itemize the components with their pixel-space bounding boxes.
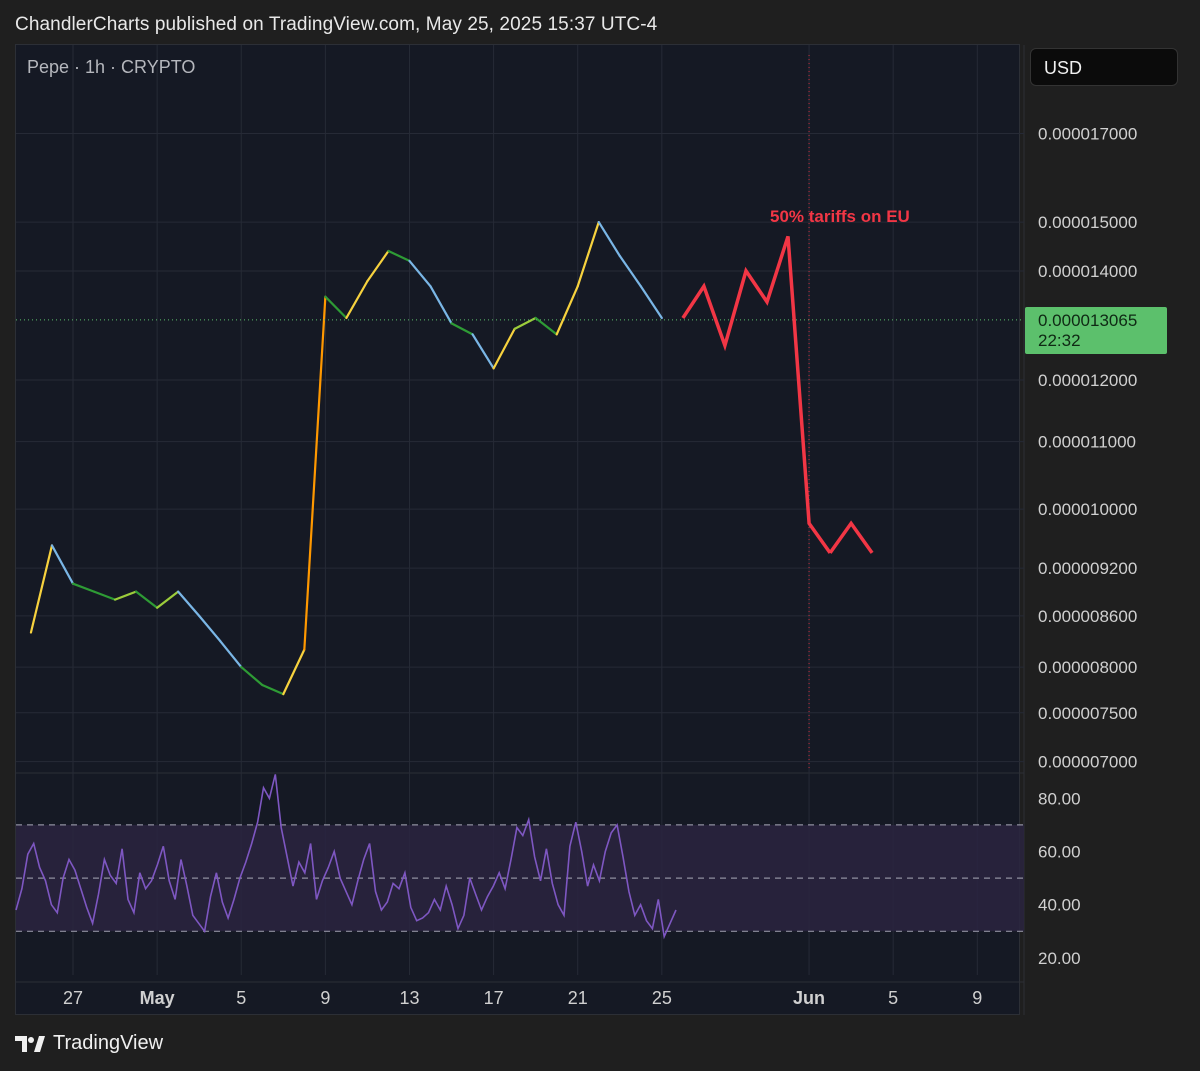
price-tick-label: 0.000008000 — [1038, 658, 1137, 677]
price-segment — [429, 285, 453, 325]
price-segment — [576, 220, 600, 288]
price-segment — [261, 683, 285, 696]
price-segment — [303, 295, 327, 651]
price-segment — [639, 285, 663, 320]
rsi-tick-label: 80.00 — [1038, 789, 1081, 808]
price-segment — [113, 590, 138, 601]
rsi-tick-label: 60.00 — [1038, 843, 1081, 862]
price-panel — [16, 55, 1024, 770]
price-segment — [387, 249, 411, 262]
x-tick-label: 27 — [63, 988, 83, 1008]
last-price-value: 0.000013065 — [1038, 311, 1138, 330]
price-segment — [555, 285, 579, 336]
x-tick-label: 5 — [888, 988, 898, 1008]
price-segment — [450, 322, 474, 336]
price-segment — [240, 665, 264, 687]
price-tick-label: 0.000012000 — [1038, 371, 1137, 390]
price-segment — [198, 614, 222, 643]
rsi-band — [16, 824, 1024, 932]
price-segment — [71, 582, 96, 593]
x-tick-label: May — [140, 988, 175, 1008]
footer-brand: TradingView — [53, 1032, 164, 1054]
price-segment — [134, 590, 159, 609]
axis-layer: 27 May 5 9 13 17 21 25 Jun 5 9 0.000017000 0.0000150… — [63, 125, 1137, 1009]
x-tick-label: 13 — [399, 988, 419, 1008]
price-segment — [597, 220, 621, 258]
x-tick-label: 25 — [652, 988, 672, 1008]
price-tick-label: 0.000007000 — [1038, 753, 1137, 772]
price-tick-label: 0.000009200 — [1038, 559, 1137, 578]
price-segment — [366, 249, 390, 283]
price-tick-label: 0.000014000 — [1038, 262, 1137, 281]
published-line: ChandlerCharts published on TradingView.… — [15, 14, 658, 35]
symbol-label: Pepe · 1h · CRYPTO — [27, 57, 196, 77]
last-price-tag: 0.000013065 22:32 — [1025, 307, 1167, 354]
currency-button[interactable]: USD — [1030, 48, 1178, 86]
price-segment — [534, 316, 558, 336]
price-tick-label: 0.000008600 — [1038, 607, 1137, 626]
price-tick-label: 0.000015000 — [1038, 213, 1137, 232]
price-segment — [156, 590, 180, 609]
rsi-line — [15, 774, 677, 940]
price-segment — [492, 327, 516, 370]
rsi-tick-label: 40.00 — [1038, 896, 1081, 915]
price-segment — [324, 295, 348, 320]
x-tick-label: 9 — [972, 988, 982, 1008]
tradingview-footer[interactable]: TradingView — [15, 1032, 163, 1055]
price-segment — [92, 590, 117, 601]
price-segment — [177, 590, 201, 617]
projection-path — [681, 235, 832, 554]
x-tick-label: 5 — [236, 988, 246, 1008]
price-tick-label: 0.000007500 — [1038, 704, 1137, 723]
price-tick-label: 0.000010000 — [1038, 500, 1137, 519]
last-price-countdown: 22:32 — [1038, 331, 1081, 350]
x-tick-label: Jun — [793, 988, 825, 1008]
price-segment — [618, 254, 642, 288]
price-segment — [219, 639, 243, 669]
annotation-label: 50% tariffs on EU — [770, 207, 910, 226]
price-segment — [50, 544, 75, 585]
rsi-panel — [15, 774, 1024, 940]
price-segment — [408, 259, 432, 288]
price-segment — [345, 280, 369, 320]
price-segment — [29, 544, 54, 634]
x-tick-label: 21 — [568, 988, 588, 1008]
price-segment — [471, 333, 495, 370]
x-tick-label: 9 — [320, 988, 330, 1008]
rsi-tick-label: 20.00 — [1038, 949, 1081, 968]
x-tick-label: 17 — [484, 988, 504, 1008]
projection-arrowhead — [828, 520, 874, 554]
tradingview-logo-icon — [15, 1035, 45, 1052]
price-segment — [282, 648, 306, 696]
price-tick-label: 0.000011000 — [1038, 433, 1136, 452]
price-tick-label: 0.000017000 — [1038, 125, 1137, 144]
